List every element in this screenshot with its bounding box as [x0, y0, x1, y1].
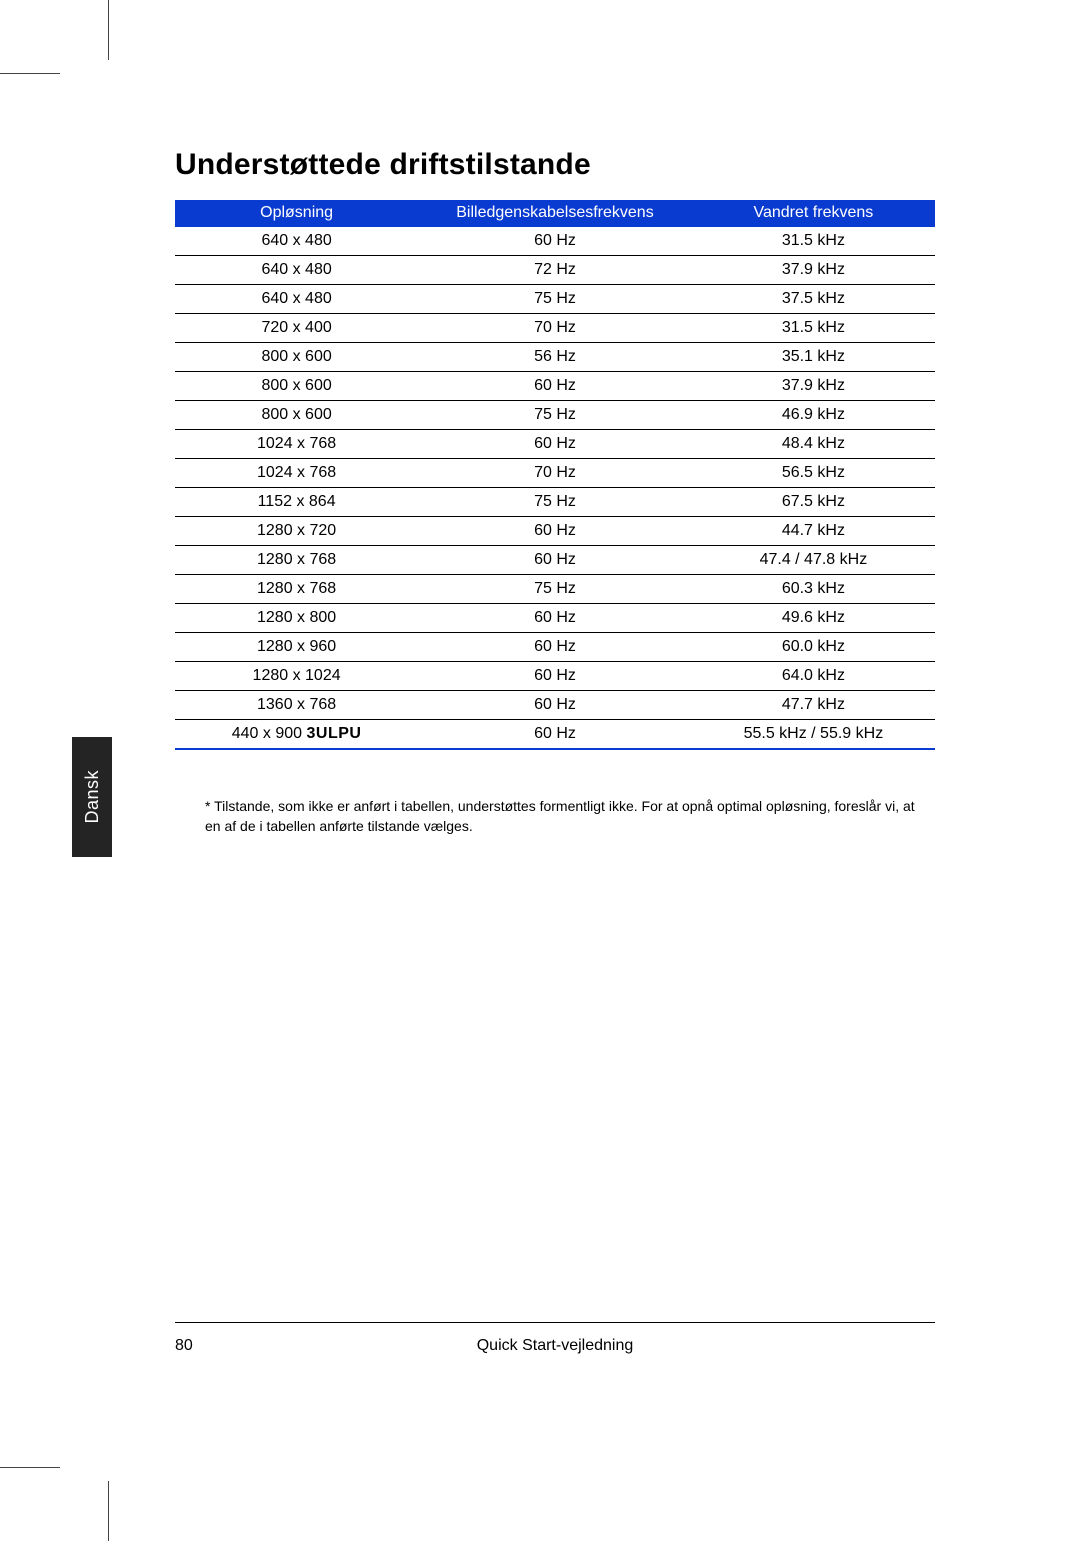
- table-cell: 1360 x 768: [175, 691, 418, 720]
- table-cell: 60 Hz: [418, 633, 692, 662]
- footer-row: 80 Quick Start-vejledning: [175, 1337, 935, 1355]
- table-row: 1024 x 76860 Hz48.4 kHz: [175, 430, 935, 459]
- table-cell: 1152 x 864: [175, 488, 418, 517]
- table-cell: 60 Hz: [418, 227, 692, 256]
- table-cell: 46.9 kHz: [692, 401, 935, 430]
- table-cell: 70 Hz: [418, 314, 692, 343]
- table-cell: 1280 x 960: [175, 633, 418, 662]
- table-cell: 60.3 kHz: [692, 575, 935, 604]
- table-row: 1280 x 96060 Hz60.0 kHz: [175, 633, 935, 662]
- col-resolution: Opløsning: [175, 200, 418, 227]
- table-cell: 64.0 kHz: [692, 662, 935, 691]
- table-row: 1280 x 80060 Hz49.6 kHz: [175, 604, 935, 633]
- table-cell: 75 Hz: [418, 401, 692, 430]
- language-tab: Dansk: [72, 737, 112, 857]
- crop-mark: [108, 0, 109, 60]
- table-row: 1280 x 76875 Hz60.3 kHz: [175, 575, 935, 604]
- table-cell: 60 Hz: [418, 691, 692, 720]
- table-cell: 60 Hz: [418, 372, 692, 401]
- col-horizontal: Vandret frekvens: [692, 200, 935, 227]
- table-cell: 1280 x 768: [175, 575, 418, 604]
- table-cell: 67.5 kHz: [692, 488, 935, 517]
- table-cell: 31.5 kHz: [692, 314, 935, 343]
- table-row: 640 x 48075 Hz37.5 kHz: [175, 285, 935, 314]
- table-cell: 640 x 480: [175, 256, 418, 285]
- prime-label: 3ULPU: [306, 725, 361, 742]
- table-cell: 1280 x 768: [175, 546, 418, 575]
- table-cell: 47.7 kHz: [692, 691, 935, 720]
- table-cell: 31.5 kHz: [692, 227, 935, 256]
- table-cell: 1024 x 768: [175, 430, 418, 459]
- table-cell: 640 x 480: [175, 227, 418, 256]
- table-cell: 60 Hz: [418, 662, 692, 691]
- table-cell: 60.0 kHz: [692, 633, 935, 662]
- doc-title: Quick Start-vejledning: [175, 1337, 935, 1355]
- table-cell: 44.7 kHz: [692, 517, 935, 546]
- table-cell: 55.5 kHz / 55.9 kHz: [692, 720, 935, 750]
- table-row: 1280 x 72060 Hz44.7 kHz: [175, 517, 935, 546]
- table-row: 800 x 60056 Hz35.1 kHz: [175, 343, 935, 372]
- table-header-row: Opløsning Billedgenskabelsesfrekvens Van…: [175, 200, 935, 227]
- page-title: Understøttede driftstilstande: [175, 148, 935, 182]
- table-row: 1024 x 76870 Hz56.5 kHz: [175, 459, 935, 488]
- footnote-text: * Tilstande, som ikke er anført i tabell…: [205, 796, 925, 837]
- table-row-prime: 440 x 900 3ULPU60 Hz55.5 kHz / 55.9 kHz: [175, 720, 935, 750]
- modes-table: Opløsning Billedgenskabelsesfrekvens Van…: [175, 200, 935, 750]
- col-refresh: Billedgenskabelsesfrekvens: [418, 200, 692, 227]
- footer-divider: [175, 1322, 935, 1323]
- table-cell: 35.1 kHz: [692, 343, 935, 372]
- table-cell: 60 Hz: [418, 604, 692, 633]
- content-area: Understøttede driftstilstande Opløsning …: [175, 148, 935, 837]
- table-cell: 56.5 kHz: [692, 459, 935, 488]
- table-cell: 75 Hz: [418, 575, 692, 604]
- crop-mark: [0, 1467, 60, 1468]
- table-row: 1280 x 102460 Hz64.0 kHz: [175, 662, 935, 691]
- language-label: Dansk: [82, 770, 103, 824]
- table-cell: 60 Hz: [418, 720, 692, 750]
- table-cell: 1280 x 800: [175, 604, 418, 633]
- table-row: 1152 x 86475 Hz67.5 kHz: [175, 488, 935, 517]
- table-cell: 720 x 400: [175, 314, 418, 343]
- table-row: 720 x 40070 Hz31.5 kHz: [175, 314, 935, 343]
- table-cell: 440 x 900 3ULPU: [175, 720, 418, 750]
- table-row: 800 x 60075 Hz46.9 kHz: [175, 401, 935, 430]
- table-cell: 60 Hz: [418, 430, 692, 459]
- table-row: 1360 x 76860 Hz47.7 kHz: [175, 691, 935, 720]
- crop-mark: [108, 1481, 109, 1541]
- table-cell: 49.6 kHz: [692, 604, 935, 633]
- table-cell: 37.9 kHz: [692, 256, 935, 285]
- table-cell: 1280 x 1024: [175, 662, 418, 691]
- table-row: 640 x 48060 Hz31.5 kHz: [175, 227, 935, 256]
- table-cell: 60 Hz: [418, 517, 692, 546]
- table-cell: 640 x 480: [175, 285, 418, 314]
- table-row: 640 x 48072 Hz37.9 kHz: [175, 256, 935, 285]
- table-cell: 56 Hz: [418, 343, 692, 372]
- table-cell: 37.5 kHz: [692, 285, 935, 314]
- table-cell: 800 x 600: [175, 401, 418, 430]
- page: Understøttede driftstilstande Opløsning …: [0, 0, 1080, 1541]
- table-cell: 75 Hz: [418, 285, 692, 314]
- table-row: 800 x 60060 Hz37.9 kHz: [175, 372, 935, 401]
- table-cell: 47.4 / 47.8 kHz: [692, 546, 935, 575]
- table-row: 1280 x 76860 Hz47.4 / 47.8 kHz: [175, 546, 935, 575]
- table-cell: 1024 x 768: [175, 459, 418, 488]
- table-cell: 60 Hz: [418, 546, 692, 575]
- resolution-prefix: 440 x 900: [232, 725, 307, 742]
- table-cell: 70 Hz: [418, 459, 692, 488]
- table-cell: 800 x 600: [175, 372, 418, 401]
- table-cell: 1280 x 720: [175, 517, 418, 546]
- table-cell: 75 Hz: [418, 488, 692, 517]
- table-cell: 48.4 kHz: [692, 430, 935, 459]
- page-footer: 80 Quick Start-vejledning: [175, 1322, 935, 1355]
- table-cell: 72 Hz: [418, 256, 692, 285]
- table-cell: 37.9 kHz: [692, 372, 935, 401]
- crop-mark: [0, 73, 60, 74]
- table-cell: 800 x 600: [175, 343, 418, 372]
